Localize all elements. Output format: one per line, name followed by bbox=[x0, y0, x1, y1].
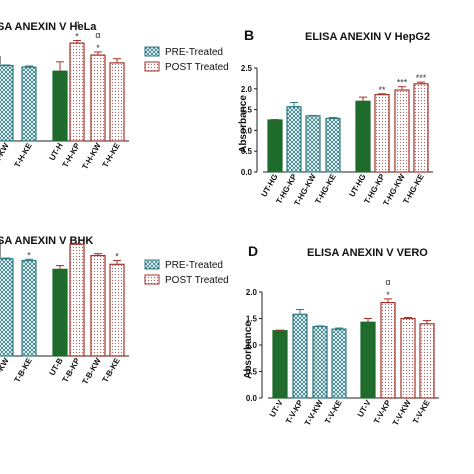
bar bbox=[69, 243, 85, 357]
alpha-label: α bbox=[95, 30, 100, 40]
bar bbox=[413, 83, 429, 173]
y-axis-label: Absorbance bbox=[243, 321, 254, 379]
legend-label-post: POST Treated bbox=[165, 275, 229, 286]
alpha-label: α bbox=[74, 18, 79, 28]
bar bbox=[325, 117, 341, 173]
y-axis-label: Absorbance bbox=[238, 95, 249, 153]
bar bbox=[394, 89, 410, 173]
category-label: UT-H bbox=[48, 141, 65, 162]
bar bbox=[360, 321, 376, 399]
y-tick-label: 1.0 bbox=[246, 341, 258, 350]
category-label: T-H-KE bbox=[101, 141, 122, 169]
chart-panel-4: ELISA ANEXIN V VERO D 0.0 0.5 1.0 1.5 2.0 Absor… bbox=[243, 243, 439, 427]
bar bbox=[90, 54, 106, 142]
significance-label: *** bbox=[397, 78, 408, 88]
legend-swatch-pre bbox=[144, 259, 160, 270]
category-label: UT-B bbox=[48, 356, 65, 377]
significance-label: * bbox=[27, 250, 31, 260]
category-label: T-B-KE bbox=[13, 356, 34, 384]
significance-label: ** bbox=[378, 85, 386, 95]
legend-label-pre: PRE-Treated bbox=[165, 47, 223, 58]
category-label: T-V-KW bbox=[391, 398, 413, 427]
significance-label: * bbox=[96, 43, 100, 53]
bar bbox=[312, 325, 328, 399]
y-tick-label: 2.5 bbox=[241, 64, 253, 73]
chart-title: SA ANEXIN V HeLa bbox=[0, 21, 97, 33]
bar bbox=[69, 42, 85, 142]
bar bbox=[355, 100, 371, 173]
bar bbox=[267, 119, 283, 173]
category-label: UT-HG bbox=[259, 173, 279, 199]
category-label: T-B-KE bbox=[101, 356, 122, 384]
y-tick-label: 0.5 bbox=[246, 368, 258, 377]
bar bbox=[90, 254, 106, 357]
bar bbox=[109, 62, 125, 142]
y-tick-label: 0.0 bbox=[246, 394, 258, 403]
bar bbox=[21, 66, 37, 142]
bar bbox=[52, 70, 68, 142]
legend-swatch-pre bbox=[144, 46, 160, 57]
category-label: T-B-KW bbox=[0, 356, 11, 386]
bar bbox=[419, 323, 435, 399]
significance-label: * bbox=[115, 252, 119, 262]
bar bbox=[331, 328, 347, 399]
category-label: T-H-KP bbox=[61, 141, 82, 169]
category-label: UT-V bbox=[268, 398, 285, 419]
category-label: T-V-KP bbox=[284, 398, 305, 425]
legend: PRE-Treated POST Treated bbox=[144, 46, 229, 73]
bar bbox=[292, 313, 308, 399]
category-label: T-H-KW bbox=[0, 141, 11, 171]
significance-label: * bbox=[75, 31, 79, 41]
bar bbox=[374, 94, 390, 173]
category-label: T-V-KE bbox=[323, 398, 344, 425]
category-label: UT-V bbox=[356, 398, 373, 419]
category-label: T-V-KW bbox=[303, 398, 325, 427]
category-label: T-V-KE bbox=[411, 398, 432, 425]
y-tick-label: 1.0 bbox=[241, 126, 253, 135]
y-tick-label: 1.5 bbox=[241, 106, 253, 115]
y-tick-label: 0.5 bbox=[241, 147, 253, 156]
category-label: T-B-KP bbox=[61, 356, 82, 384]
y-tick-label: 2.0 bbox=[241, 85, 253, 94]
significance-label: *** bbox=[416, 73, 427, 83]
legend: PRE-Treated POST Treated bbox=[144, 259, 229, 286]
chart-title: ELISA ANEXIN V HepG2 bbox=[305, 31, 430, 43]
bar bbox=[400, 317, 416, 399]
panel-letter: B bbox=[244, 27, 254, 43]
bar bbox=[0, 64, 14, 142]
panel-letter: D bbox=[248, 243, 258, 259]
category-label: T-B-KW bbox=[80, 356, 102, 386]
category-label: UT-HG bbox=[347, 173, 367, 199]
legend-label-pre: PRE-Treated bbox=[165, 260, 223, 271]
bar bbox=[52, 268, 68, 357]
legend-swatch-post bbox=[144, 274, 160, 285]
legend-swatch-post bbox=[144, 61, 160, 72]
y-tick-label: 1.5 bbox=[246, 315, 258, 324]
bar bbox=[286, 106, 302, 173]
category-label: T-V-KP bbox=[372, 398, 393, 425]
significance-label: * bbox=[386, 290, 390, 300]
bar bbox=[380, 302, 396, 399]
legend-label-post: POST Treated bbox=[165, 62, 229, 73]
chart-panel-2: ELISA ANEXIN V HepG2 B 0.0 0.5 1.0 1.5 2.0 2.5 A… bbox=[238, 27, 433, 207]
bar bbox=[272, 330, 288, 399]
alpha-label: α bbox=[385, 277, 390, 287]
bar bbox=[0, 258, 14, 357]
bar bbox=[305, 115, 321, 173]
chart-title: ELISA ANEXIN V VERO bbox=[307, 247, 428, 259]
y-tick-label: 2.0 bbox=[246, 288, 258, 297]
bar bbox=[21, 259, 37, 357]
bar bbox=[109, 263, 125, 357]
category-label: T-H-KE bbox=[13, 141, 34, 169]
y-tick-label: 0.0 bbox=[241, 168, 253, 177]
category-label: T-H-KW bbox=[80, 141, 102, 171]
